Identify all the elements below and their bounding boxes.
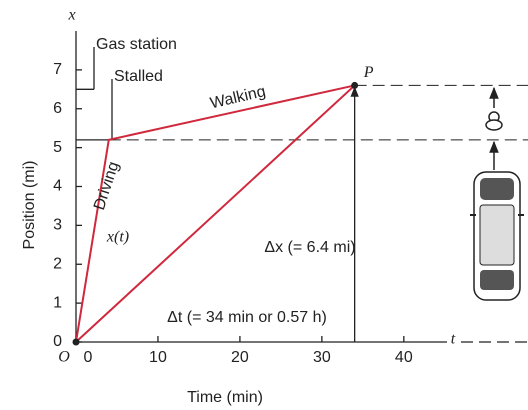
point-label: P xyxy=(363,64,374,81)
walker-icon xyxy=(485,111,503,131)
y-tick-label: 6 xyxy=(53,100,62,117)
x-tick-label: 0 xyxy=(84,349,93,366)
delta-t-label: Δt (= 34 min or 0.57 h) xyxy=(167,309,327,326)
series-line xyxy=(75,84,356,343)
x-axis-title: Time (min) xyxy=(187,389,263,406)
y-tick-label: 5 xyxy=(53,139,62,156)
y-tick-label: 7 xyxy=(53,61,62,78)
y-tick-label: 0 xyxy=(53,333,62,350)
marker-label: Stalled xyxy=(114,68,163,85)
segment-label: Walking xyxy=(209,83,268,112)
car-icon xyxy=(470,171,524,301)
point-p xyxy=(351,81,359,89)
origin-label: O xyxy=(58,349,70,366)
y-tick-label: 4 xyxy=(53,178,62,195)
series-label: x(t) xyxy=(106,229,129,246)
marker-label: Gas station xyxy=(96,36,177,53)
y-tick-label: 2 xyxy=(53,255,62,272)
x-tick-label: 20 xyxy=(231,349,249,366)
x-tick-label: 30 xyxy=(313,349,331,366)
delta-x-label: Δx (= 6.4 mi) xyxy=(264,239,355,256)
y-tick-label: 1 xyxy=(53,294,62,311)
y-axis-symbol: x xyxy=(67,7,75,24)
y-tick-label: 3 xyxy=(53,217,62,234)
y-axis-title: Position (mi) xyxy=(21,161,38,250)
x-tick-label: 40 xyxy=(395,349,413,366)
segment-label: Driving xyxy=(91,160,123,213)
x-axis-symbol: t xyxy=(451,331,456,348)
series-line xyxy=(75,84,355,343)
x-tick-label: 10 xyxy=(149,349,167,366)
origin-point xyxy=(72,338,80,346)
